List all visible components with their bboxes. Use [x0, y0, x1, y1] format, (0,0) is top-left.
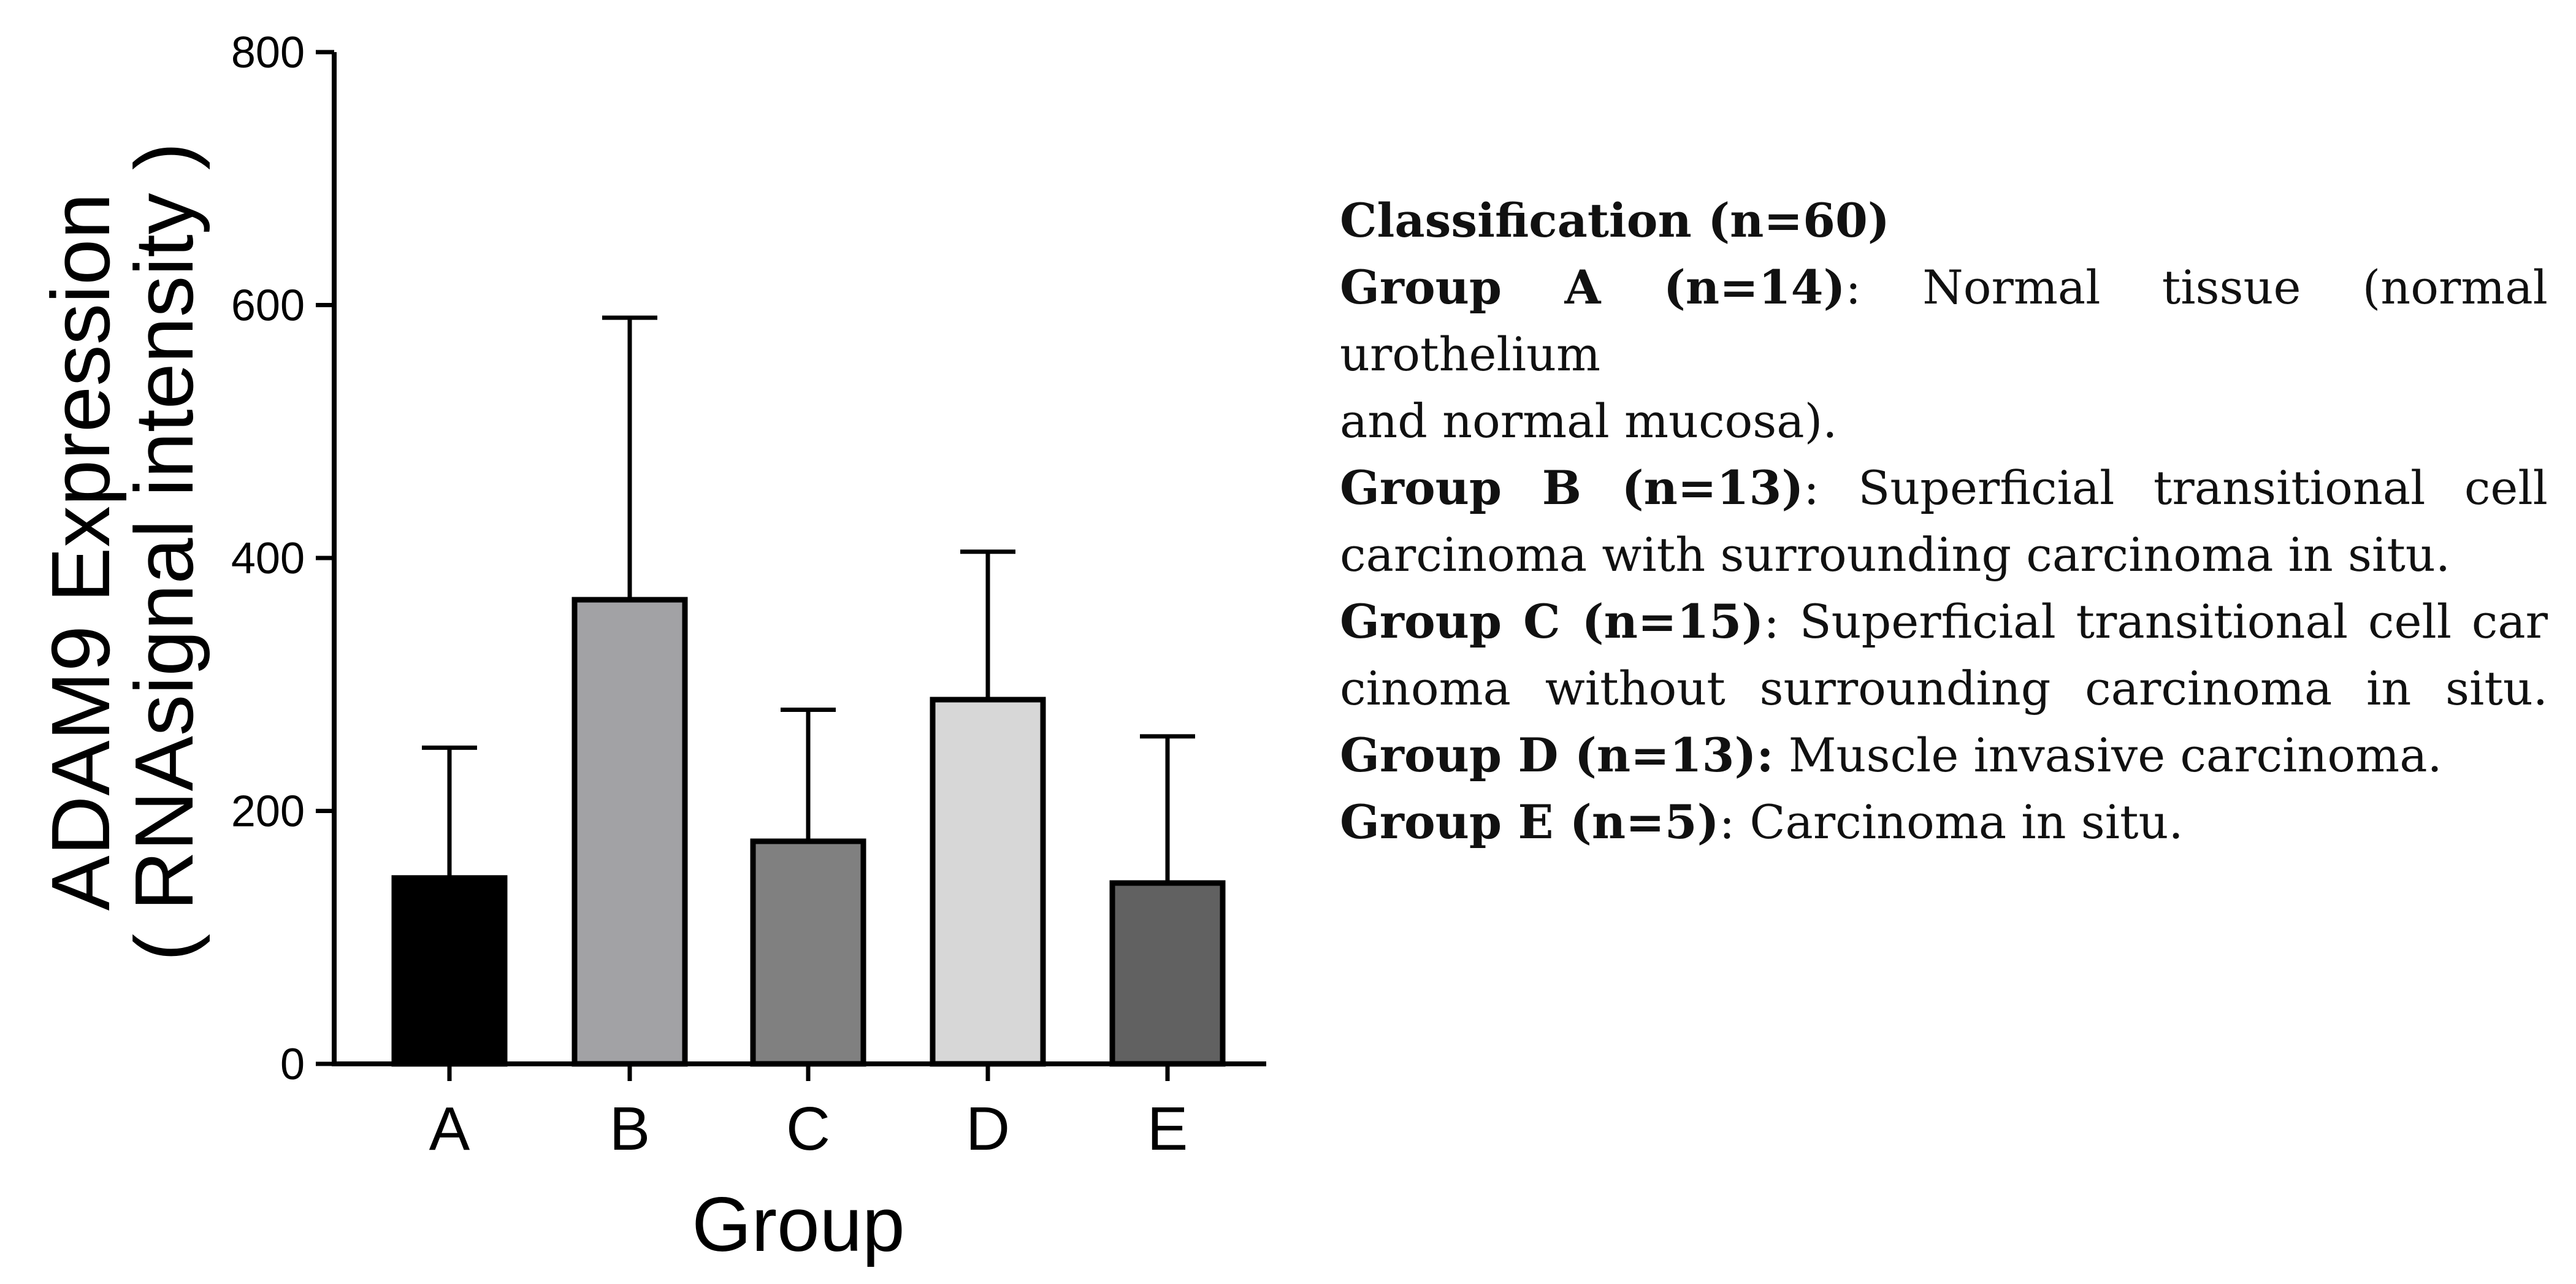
legend-description: : Carcinoma in situ.	[1719, 795, 2184, 849]
legend-description: cinoma without surrounding carcinoma in …	[1340, 661, 2548, 716]
y-tick-label: 600	[231, 281, 305, 331]
x-tick-label: E	[1147, 1095, 1188, 1163]
legend-line: and normal mucosa).	[1340, 388, 2548, 454]
legend-line: Group E (n=5): Carcinoma in situ.	[1340, 789, 2548, 855]
legend-line: Group D (n=13): Muscle invasive carcinom…	[1340, 722, 2548, 789]
legend-line: carcinoma with surrounding carcinoma in …	[1340, 521, 2548, 588]
x-axis-label: Group	[692, 1182, 904, 1267]
y-tick-label: 400	[231, 534, 305, 583]
legend-description: : Superficial transitional cell	[1803, 460, 2548, 515]
legend-group-label: Group B (n=13)	[1340, 460, 1804, 515]
legend-line: Group C (n=15): Superficial transitional…	[1340, 588, 2548, 655]
bar-e	[1109, 880, 1226, 1067]
legend-description: Muscle invasive carcinoma.	[1773, 728, 2442, 782]
legend-title: Classification (n=60)	[1340, 193, 1890, 248]
legend-description: and normal mucosa).	[1340, 394, 1838, 448]
legend-group-label: Group E (n=5)	[1340, 795, 1719, 849]
y-axis-label-line2: ( RNAsignal intensity )	[118, 142, 210, 961]
bar-a	[391, 875, 508, 1067]
legend-description: : Normal tissue (normal urothelium	[1340, 260, 2548, 381]
bar-chart: ADAM9 Expression ( RNAsignal intensity )…	[34, 28, 1266, 1267]
x-tick-label: B	[610, 1095, 651, 1163]
bar-d	[930, 697, 1046, 1067]
y-axis-label: ADAM9 Expression ( RNAsignal intensity )	[34, 142, 210, 961]
x-tick-label: D	[966, 1095, 1010, 1163]
legend-line: Group A (n=14): Normal tissue (normal ur…	[1340, 254, 2548, 388]
y-tick-label: 200	[231, 787, 305, 836]
y-tick-label: 0	[280, 1040, 305, 1089]
legend-group-label: Group A (n=14)	[1340, 260, 1846, 315]
legend-description: : Superficial transitional cell car	[1764, 594, 2548, 649]
y-axis-label-line1: ADAM9 Expression	[34, 193, 127, 911]
legend-group-label: Group D (n=13):	[1340, 728, 1774, 782]
plot-area: 0 200 400 600 800 A B C D E	[231, 28, 1266, 1163]
legend-line: Group B (n=13): Superficial transitional…	[1340, 454, 2548, 521]
x-tick-label: C	[786, 1095, 830, 1163]
x-tick-label: A	[429, 1095, 470, 1163]
y-tick-label: 800	[231, 28, 305, 77]
bar-c	[750, 838, 866, 1067]
legend-description: carcinoma with surrounding carcinoma in …	[1340, 527, 2450, 582]
legend-line: cinoma without surrounding carcinoma in …	[1340, 655, 2548, 722]
legend-group-label: Group C (n=15)	[1340, 594, 1764, 649]
bar-b	[571, 597, 688, 1067]
classification-legend: Classification (n=60) Group A (n=14): No…	[1340, 187, 2548, 855]
